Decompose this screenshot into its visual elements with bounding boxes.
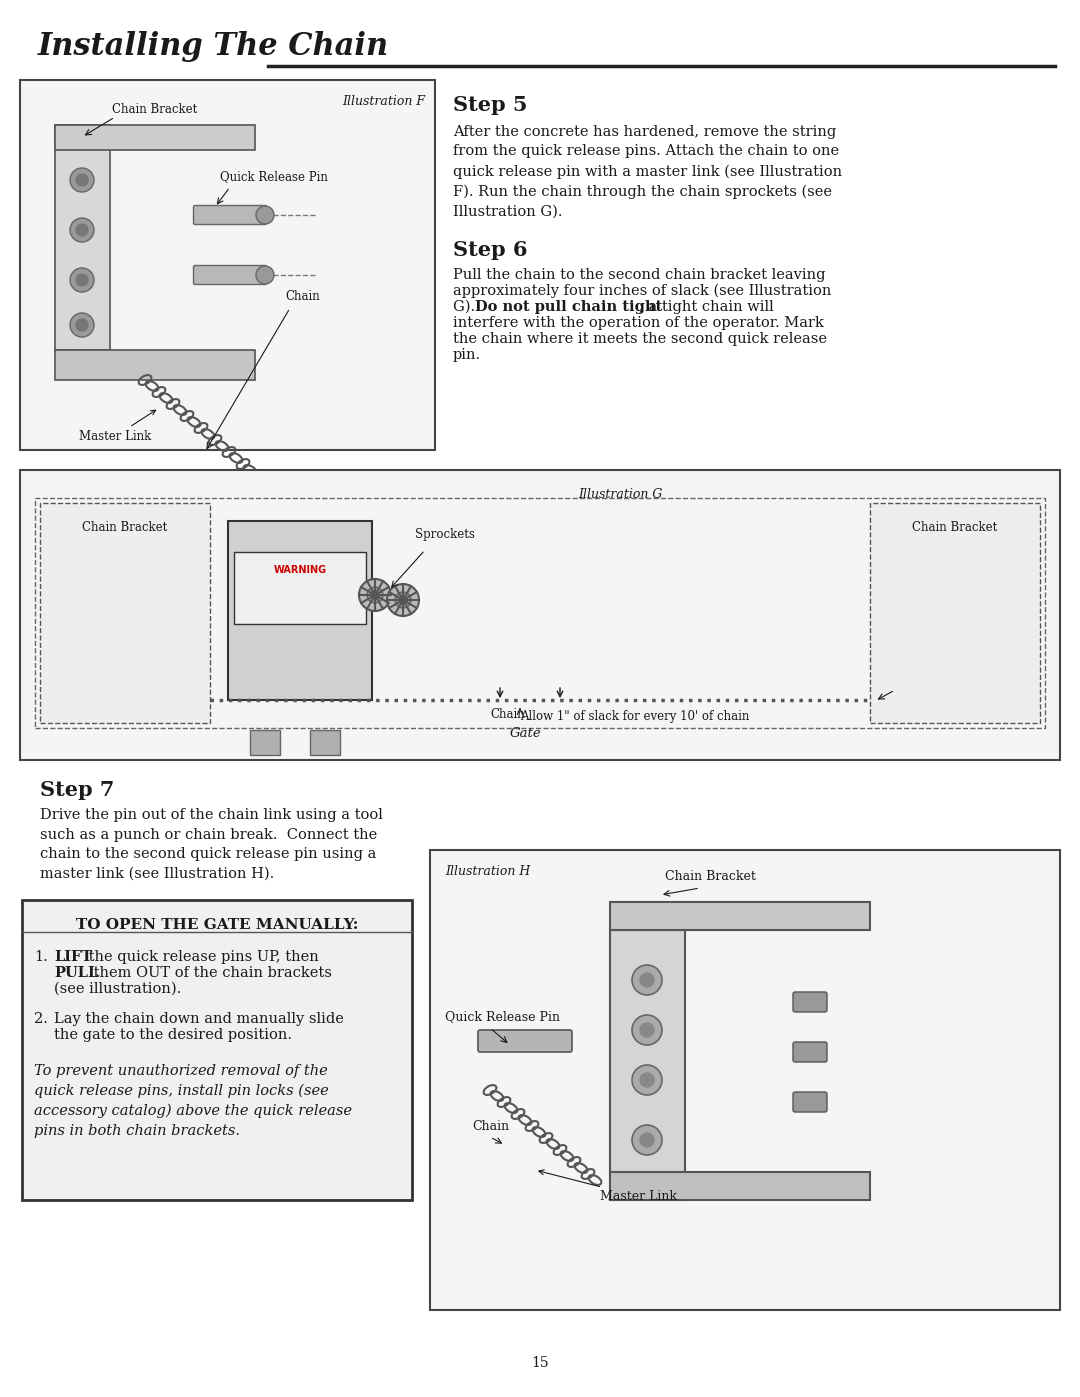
Text: After the concrete has hardened, remove the string
from the quick release pins. : After the concrete has hardened, remove … <box>453 124 842 218</box>
Circle shape <box>70 218 94 242</box>
Text: WARNING: WARNING <box>273 564 326 576</box>
Text: (see illustration).: (see illustration). <box>54 982 181 996</box>
Circle shape <box>632 965 662 995</box>
FancyBboxPatch shape <box>793 992 827 1011</box>
Text: the quick release pins UP, then: the quick release pins UP, then <box>84 950 319 964</box>
Bar <box>21 80 435 450</box>
Text: Illustration G: Illustration G <box>578 488 662 502</box>
Circle shape <box>76 224 87 236</box>
Circle shape <box>76 175 87 186</box>
FancyBboxPatch shape <box>478 1030 572 1052</box>
FancyBboxPatch shape <box>193 265 267 285</box>
Text: Lay the chain down and manually slide: Lay the chain down and manually slide <box>54 1011 343 1025</box>
Circle shape <box>632 1125 662 1155</box>
FancyBboxPatch shape <box>193 205 267 225</box>
Text: Chain: Chain <box>472 1120 509 1133</box>
Circle shape <box>70 268 94 292</box>
Text: them OUT of the chain brackets: them OUT of the chain brackets <box>89 965 332 981</box>
Text: Allow 1" of slack for every 10' of chain: Allow 1" of slack for every 10' of chain <box>519 710 750 724</box>
Text: 2.: 2. <box>33 1011 48 1025</box>
FancyBboxPatch shape <box>610 1172 870 1200</box>
Bar <box>430 849 1059 1310</box>
Text: Master Link: Master Link <box>539 1169 677 1203</box>
Text: LIFT: LIFT <box>54 950 92 964</box>
Text: Drive the pin out of the chain link using a tool
such as a punch or chain break.: Drive the pin out of the chain link usin… <box>40 807 383 880</box>
Circle shape <box>640 972 654 988</box>
Text: Pull the chain to the second chain bracket leaving: Pull the chain to the second chain brack… <box>453 268 825 282</box>
Circle shape <box>359 578 391 610</box>
Bar <box>21 469 1059 760</box>
FancyBboxPatch shape <box>793 1042 827 1062</box>
FancyBboxPatch shape <box>234 552 366 624</box>
FancyBboxPatch shape <box>610 902 870 930</box>
Text: TO OPEN THE GATE MANUALLY:: TO OPEN THE GATE MANUALLY: <box>76 918 359 932</box>
Bar <box>310 731 340 754</box>
Circle shape <box>395 592 411 608</box>
Text: Chain Bracket: Chain Bracket <box>913 521 998 534</box>
Text: G).: G). <box>453 300 480 314</box>
Text: approximately four inches of slack (see Illustration: approximately four inches of slack (see … <box>453 284 832 299</box>
Text: the gate to the desired position.: the gate to the desired position. <box>54 1028 292 1042</box>
Circle shape <box>367 587 383 604</box>
Text: Installing The Chain: Installing The Chain <box>38 31 389 61</box>
Text: pin.: pin. <box>453 348 481 362</box>
Circle shape <box>76 319 87 331</box>
Circle shape <box>70 168 94 191</box>
Text: Quick Release Pin: Quick Release Pin <box>445 1010 561 1023</box>
Text: Chain Bracket: Chain Bracket <box>664 870 755 883</box>
Polygon shape <box>55 124 255 149</box>
Bar <box>22 900 411 1200</box>
Polygon shape <box>55 124 110 351</box>
Circle shape <box>640 1133 654 1147</box>
Bar <box>870 503 1040 724</box>
Text: Gate: Gate <box>510 726 542 740</box>
Text: Chain Bracket: Chain Bracket <box>82 521 167 534</box>
Circle shape <box>632 1065 662 1095</box>
Text: Master Link: Master Link <box>79 411 156 443</box>
Text: Chain: Chain <box>490 708 525 721</box>
FancyBboxPatch shape <box>793 1092 827 1112</box>
Text: 1.: 1. <box>33 950 48 964</box>
FancyBboxPatch shape <box>228 521 372 700</box>
Polygon shape <box>55 351 255 380</box>
Text: To prevent unauthorized removal of the
quick release pins, install pin locks (se: To prevent unauthorized removal of the q… <box>33 1065 352 1137</box>
FancyBboxPatch shape <box>610 930 685 1200</box>
Text: Illustration H: Illustration H <box>445 865 530 877</box>
Circle shape <box>640 1073 654 1087</box>
Circle shape <box>76 274 87 286</box>
Circle shape <box>256 205 274 224</box>
Text: Quick Release Pin: Quick Release Pin <box>220 170 328 183</box>
Circle shape <box>70 313 94 337</box>
Bar <box>40 503 210 724</box>
Circle shape <box>387 584 419 616</box>
Text: Step 7: Step 7 <box>40 780 114 800</box>
Text: Chain Bracket: Chain Bracket <box>112 103 198 116</box>
Bar <box>35 497 1045 728</box>
Text: the chain where it meets the second quick release: the chain where it meets the second quic… <box>453 332 827 346</box>
Text: Illustration F: Illustration F <box>342 95 426 108</box>
Text: Step 6: Step 6 <box>453 240 527 260</box>
Text: PULL: PULL <box>54 965 98 981</box>
Text: Sprockets: Sprockets <box>415 528 475 541</box>
Text: ; a tight chain will: ; a tight chain will <box>639 300 773 314</box>
Text: Chain: Chain <box>285 291 320 303</box>
Circle shape <box>256 265 274 284</box>
Circle shape <box>632 1016 662 1045</box>
Text: interfere with the operation of the operator. Mark: interfere with the operation of the oper… <box>453 316 824 330</box>
Text: 15: 15 <box>531 1356 549 1370</box>
Text: Step 5: Step 5 <box>453 95 527 115</box>
Bar <box>249 731 280 754</box>
Circle shape <box>640 1023 654 1037</box>
Text: Do not pull chain tight: Do not pull chain tight <box>475 300 662 314</box>
